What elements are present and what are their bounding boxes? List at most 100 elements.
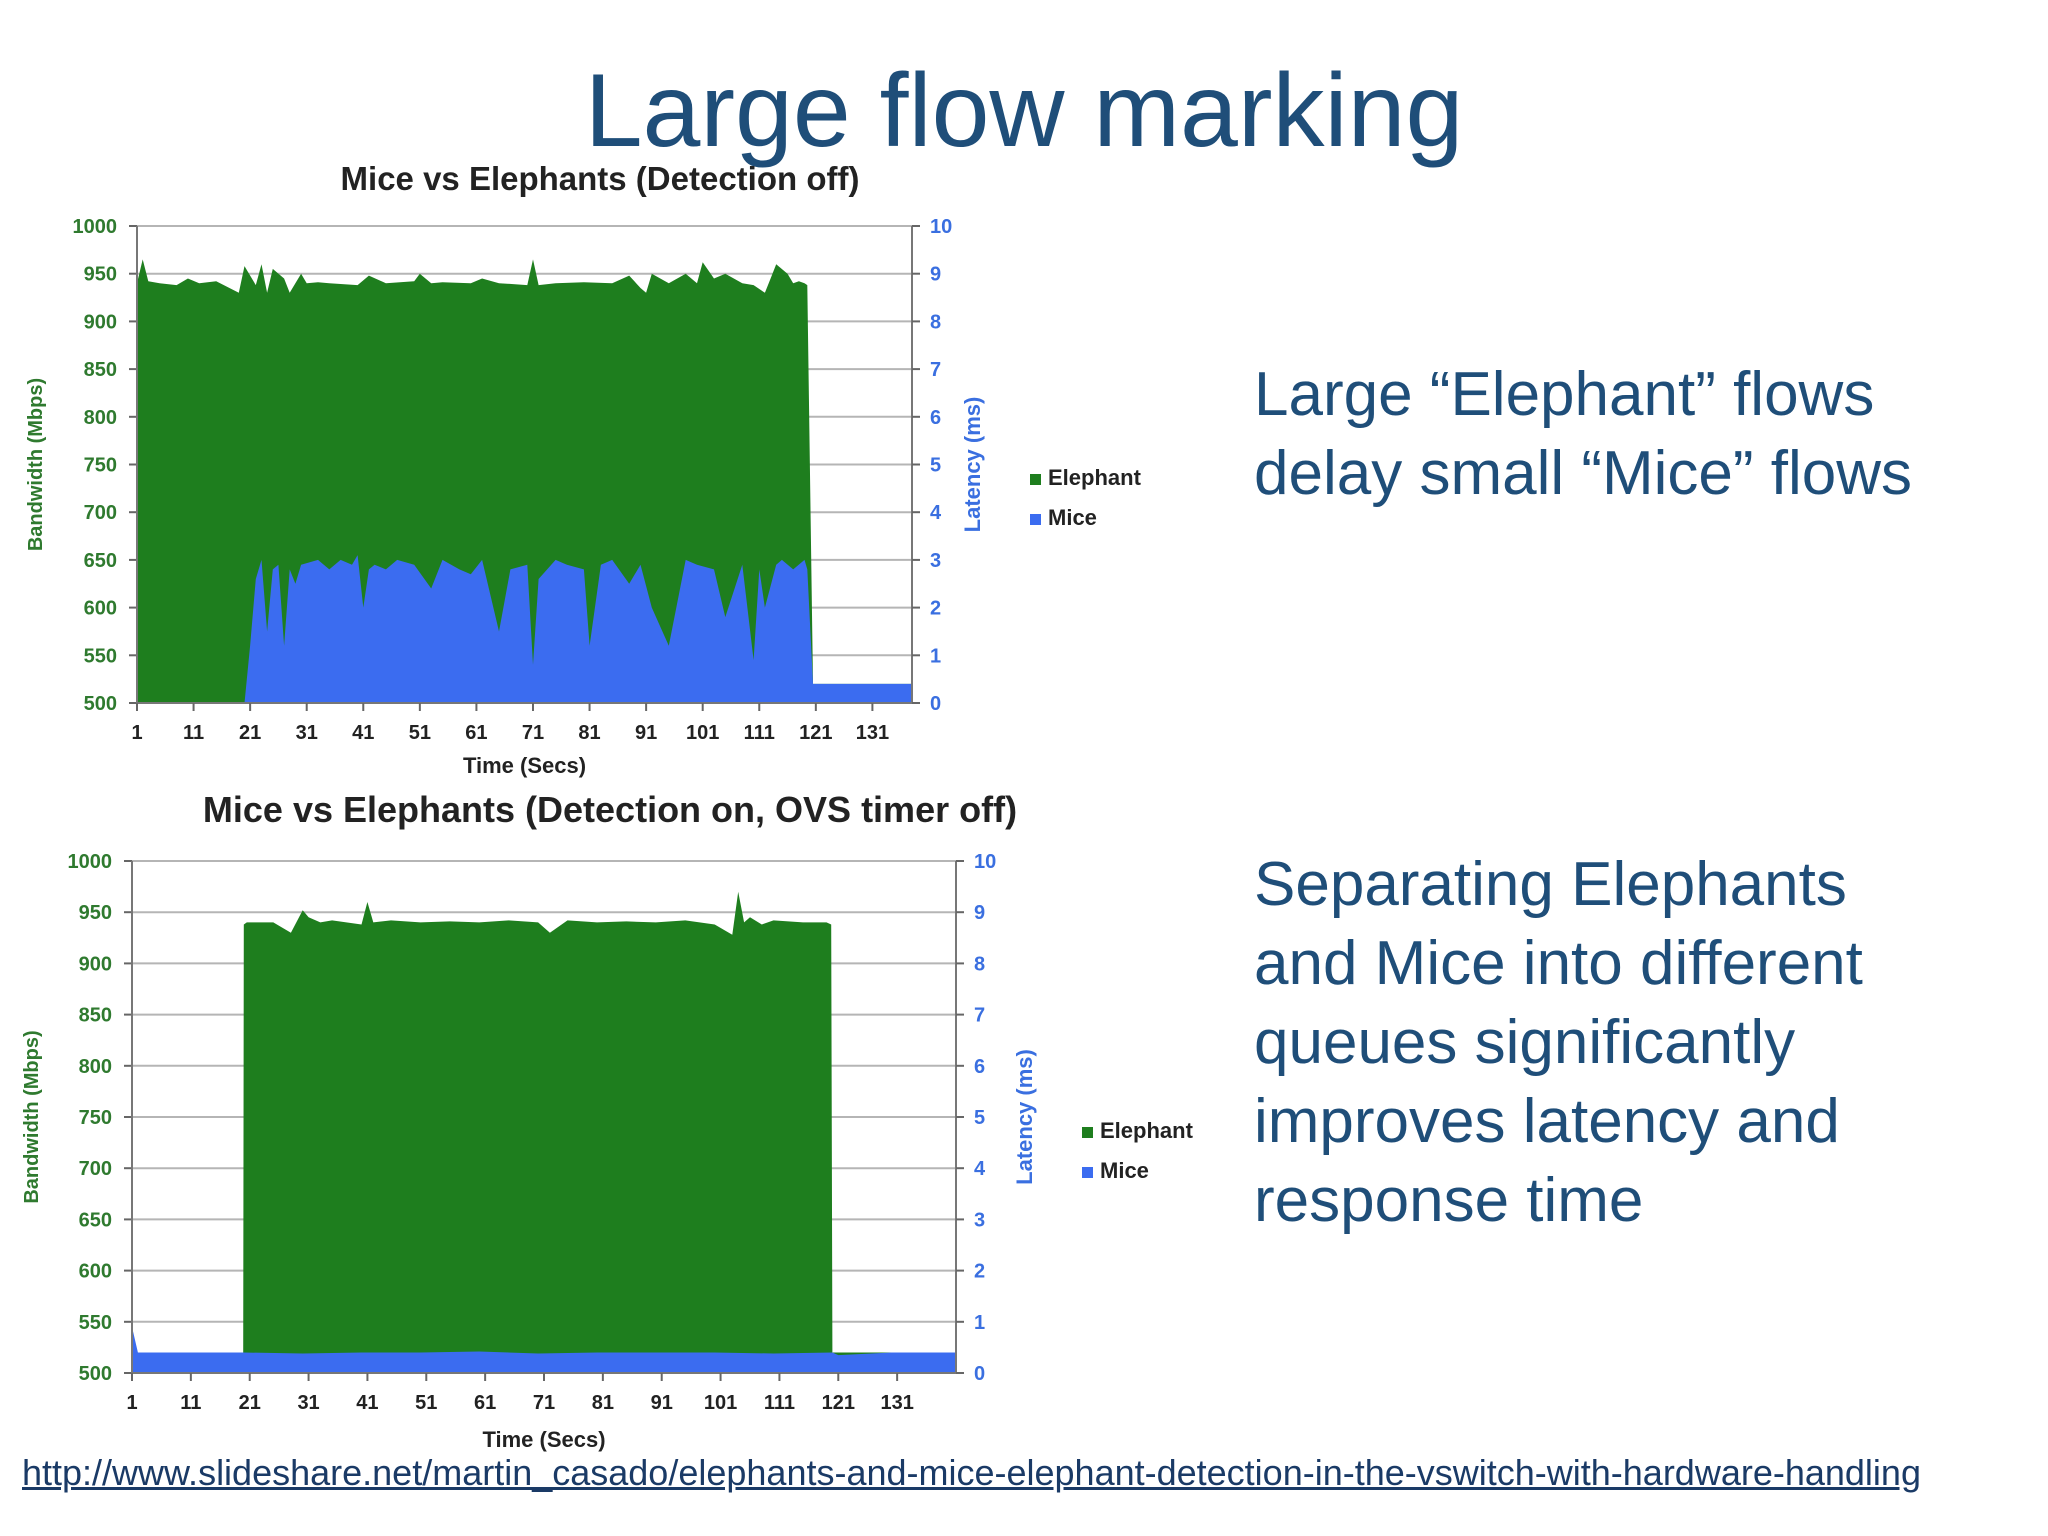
legend-swatch-elephant xyxy=(1082,1127,1093,1138)
x-tick-label: 21 xyxy=(239,722,261,744)
source-link[interactable]: http://www.slideshare.net/martin_casado/… xyxy=(22,1452,1921,1493)
x-tick-label: 121 xyxy=(799,722,832,744)
chart-title: Mice vs Elephants (Detection on, OVS tim… xyxy=(203,789,1017,830)
x-tick-label: 51 xyxy=(409,722,431,744)
x-tick-label: 61 xyxy=(474,1392,496,1414)
text-line: queues significantly xyxy=(1254,1008,1796,1077)
y-axis-label: Bandwidth (Mbps) xyxy=(25,378,47,551)
y-tick-label: 500 xyxy=(84,693,117,715)
x-tick-label: 51 xyxy=(415,1392,437,1414)
y-tick-label: 1000 xyxy=(73,216,118,238)
chart-detection-on: Mice vs Elephants (Detection on, OVS tim… xyxy=(21,789,1194,1452)
y-tick-label: 550 xyxy=(84,645,117,667)
text-line: response time xyxy=(1254,1166,1644,1235)
text-line: improves latency and xyxy=(1254,1087,1840,1156)
x-tick-label: 111 xyxy=(744,722,775,744)
x-tick-label: 41 xyxy=(352,722,374,744)
y2-tick-label: 3 xyxy=(974,1209,985,1231)
slide-title: Large flow marking xyxy=(584,53,1464,169)
x-tick-label: 131 xyxy=(880,1392,913,1414)
legend-label-elephant: Elephant xyxy=(1100,1118,1194,1143)
x-tick-label: 71 xyxy=(533,1392,555,1414)
legend-swatch-mice xyxy=(1030,514,1041,525)
y-tick-label: 700 xyxy=(84,502,117,524)
x-tick-label: 131 xyxy=(856,722,889,744)
y-tick-label: 800 xyxy=(84,407,117,429)
text-line: delay small “Mice” flows xyxy=(1254,439,1913,508)
y-tick-label: 1000 xyxy=(68,851,113,873)
x-tick-label: 101 xyxy=(704,1392,737,1414)
y2-tick-label: 1 xyxy=(930,645,941,667)
x-tick-label: 101 xyxy=(686,722,719,744)
y2-tick-label: 7 xyxy=(930,359,941,381)
y-tick-label: 750 xyxy=(79,1107,112,1129)
y2-tick-label: 0 xyxy=(930,693,941,715)
x-tick-label: 81 xyxy=(578,722,600,744)
y-tick-label: 950 xyxy=(84,264,117,286)
legend-swatch-mice xyxy=(1082,1167,1093,1178)
x-tick-label: 11 xyxy=(180,1392,201,1414)
legend-swatch-elephant xyxy=(1030,474,1041,485)
x-tick-label: 71 xyxy=(522,722,544,744)
y2-tick-label: 2 xyxy=(930,598,941,620)
chart-title: Mice vs Elephants (Detection off) xyxy=(341,160,860,197)
y2-tick-label: 0 xyxy=(974,1363,985,1385)
series-area-elephant xyxy=(132,891,956,1373)
y-tick-label: 600 xyxy=(84,598,117,620)
y2-tick-label: 8 xyxy=(930,311,941,333)
legend-label-mice: Mice xyxy=(1048,505,1097,530)
y2-tick-label: 4 xyxy=(974,1158,986,1180)
chart-detection-off: Mice vs Elephants (Detection off)1000950… xyxy=(25,160,1142,778)
y-axis-label: Bandwidth (Mbps) xyxy=(21,1030,43,1203)
legend-label-elephant: Elephant xyxy=(1048,465,1142,490)
text-line: and Mice into different xyxy=(1254,929,1863,998)
y2-axis-label: Latency (ms) xyxy=(960,397,985,533)
y2-tick-label: 2 xyxy=(974,1261,985,1283)
y-tick-label: 850 xyxy=(84,359,117,381)
x-tick-label: 31 xyxy=(296,722,318,744)
x-tick-label: 81 xyxy=(592,1392,614,1414)
y2-tick-label: 5 xyxy=(974,1107,985,1129)
y-tick-label: 550 xyxy=(79,1312,112,1334)
y2-tick-label: 5 xyxy=(930,455,941,477)
y-tick-label: 800 xyxy=(79,1056,112,1078)
x-axis-label: Time (Secs) xyxy=(482,1427,605,1452)
y2-axis-label: Latency (ms) xyxy=(1012,1049,1037,1185)
x-tick-label: 1 xyxy=(131,722,142,744)
x-tick-label: 111 xyxy=(764,1392,795,1414)
text-line: Large “Elephant” flows xyxy=(1254,360,1875,429)
y-tick-label: 700 xyxy=(79,1158,112,1180)
y-tick-label: 900 xyxy=(79,953,112,975)
series-area-mice xyxy=(137,555,912,703)
y-tick-label: 600 xyxy=(79,1261,112,1283)
x-tick-label: 41 xyxy=(356,1392,378,1414)
x-axis-label: Time (Secs) xyxy=(463,753,586,778)
y2-tick-label: 7 xyxy=(974,1005,985,1027)
y-tick-label: 900 xyxy=(84,311,117,333)
elephant-flows-text: Large “Elephant” flows delay small “Mice… xyxy=(1254,355,1912,513)
y2-tick-label: 3 xyxy=(930,550,941,572)
text-line: Separating Elephants xyxy=(1254,850,1847,919)
y2-tick-label: 9 xyxy=(974,902,985,924)
legend-label-mice: Mice xyxy=(1100,1158,1149,1183)
y-tick-label: 750 xyxy=(84,455,117,477)
y-tick-label: 950 xyxy=(79,902,112,924)
x-tick-label: 91 xyxy=(635,722,657,744)
x-tick-label: 11 xyxy=(183,722,204,744)
y2-tick-label: 1 xyxy=(974,1312,985,1334)
y-tick-label: 650 xyxy=(84,550,117,572)
y2-tick-label: 6 xyxy=(930,407,941,429)
y2-tick-label: 6 xyxy=(974,1056,985,1078)
series-area-mice xyxy=(132,1326,956,1373)
y2-tick-label: 10 xyxy=(974,851,996,873)
y2-tick-label: 8 xyxy=(974,953,985,975)
x-tick-label: 91 xyxy=(651,1392,673,1414)
y-tick-label: 650 xyxy=(79,1209,112,1231)
x-tick-label: 1 xyxy=(126,1392,137,1414)
y-tick-label: 500 xyxy=(79,1363,112,1385)
separating-text: Separating Elephants and Mice into diffe… xyxy=(1254,845,1863,1240)
x-tick-label: 31 xyxy=(297,1392,319,1414)
y-tick-label: 850 xyxy=(79,1005,112,1027)
x-tick-label: 61 xyxy=(465,722,487,744)
y2-tick-label: 9 xyxy=(930,264,941,286)
